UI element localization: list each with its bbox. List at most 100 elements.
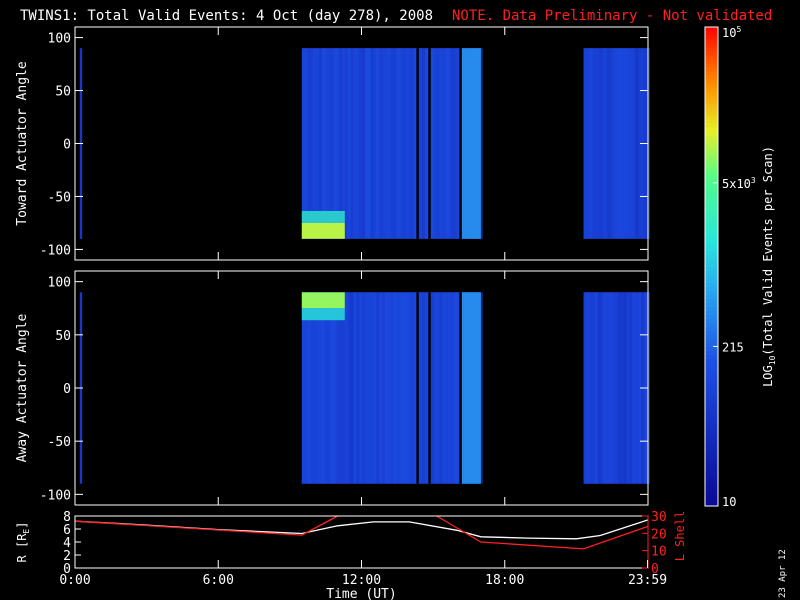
heatmap-cell: [629, 48, 633, 239]
colorbar-cell: [705, 158, 718, 164]
colorbar-cell: [705, 218, 718, 224]
colorbar-label-rest: (Total Valid Events per Scan): [761, 146, 775, 356]
colorbar-cell: [705, 38, 718, 44]
colorbar-cell: [705, 406, 718, 411]
colorbar-cell: [705, 282, 718, 288]
heatmap-cell: [382, 292, 386, 484]
heatmap-cell: [447, 292, 452, 484]
colorbar-cell: [705, 254, 718, 260]
colorbar-cell: [705, 370, 718, 375]
heatmap-cell: [373, 292, 377, 484]
colorbar-cell: [705, 198, 718, 204]
y-tick-label: -100: [40, 243, 71, 258]
y-axis-label-text: R [RE]: [15, 522, 31, 563]
heatmap-cell: [324, 48, 329, 239]
colorbar-cell: [705, 106, 718, 112]
orbit-series-line: [74, 515, 649, 550]
colorbar-cell: [705, 262, 718, 268]
heatmap-cell: [301, 48, 306, 239]
heatmap-gap: [416, 48, 419, 239]
heatmap-cell: [321, 48, 326, 239]
heatmap-cell: [442, 48, 446, 239]
heatmap-cell: [330, 292, 334, 484]
colorbar-cell: [705, 326, 718, 331]
heatmap-cell: [344, 292, 349, 484]
heatmap-cell: [422, 48, 426, 239]
colorbar-cell: [705, 442, 718, 447]
heatmap-cell: [344, 48, 349, 239]
heatmap-cell: [632, 292, 636, 484]
heatmap-cell: [333, 48, 337, 239]
heatmap-cell: [615, 292, 619, 484]
heatmap-cell: [626, 48, 630, 239]
heatmap-cell: [347, 292, 352, 484]
y-axis-label-subscript: E: [22, 529, 31, 534]
heatmap-cell: [379, 48, 383, 239]
colorbar-cell: [705, 118, 718, 124]
heatmap-cell: [425, 48, 429, 239]
orbit-series-line: [74, 519, 649, 540]
heatmap-cell: [327, 292, 331, 484]
heatmap-cell: [402, 292, 406, 484]
heatmap-cell: [384, 48, 389, 239]
colorbar-cell: [705, 494, 718, 499]
colorbar-cell: [705, 110, 718, 116]
colorbar-cell: [705, 306, 718, 312]
heatmap-cell: [413, 292, 417, 484]
heatmap-cell: [396, 292, 400, 484]
colorbar-cell: [705, 458, 718, 463]
colorbar-cell: [705, 302, 718, 308]
heatmap-cell: [606, 48, 610, 239]
heatmap-bright-band: [461, 48, 481, 239]
colorbar-tick-label: 10: [722, 495, 736, 509]
heatmap-cell: [635, 48, 639, 239]
colorbar-cell: [705, 354, 718, 359]
heatmap-cell: [390, 292, 394, 484]
heatmap-cell: [404, 292, 409, 484]
heatmap-cell: [433, 292, 437, 484]
colorbar-cell: [705, 50, 718, 56]
colorbar-cell: [705, 226, 718, 232]
heatmap-gap: [428, 292, 431, 484]
heatmap-cell: [586, 48, 590, 239]
heatmap-cell: [442, 292, 446, 484]
colorbar-cell: [705, 178, 718, 184]
heatmap-cell: [603, 48, 607, 239]
heatmap-cell: [341, 48, 346, 239]
colorbar-cell: [705, 150, 718, 156]
heatmap-cell: [316, 292, 320, 484]
colorbar-cell: [705, 466, 718, 471]
y-tick-label: 100: [48, 276, 71, 291]
heatmap-cell: [301, 292, 306, 484]
colorbar-cell: [705, 430, 718, 435]
heatmap-cell: [333, 292, 337, 484]
y-tick-label: 2: [63, 549, 71, 564]
colorbar-cell: [705, 478, 718, 483]
colorbar-cell: [705, 266, 718, 272]
colorbar-cell: [705, 214, 718, 220]
colorbar-cell: [705, 186, 718, 192]
colorbar-cell: [705, 474, 718, 479]
heatmap-cell: [313, 292, 317, 484]
colorbar-cell: [705, 322, 718, 327]
heatmap-bright-band: [461, 292, 481, 484]
colorbar-cell: [705, 342, 718, 347]
colorbar-cell: [705, 278, 718, 284]
colorbar-cell: [705, 350, 718, 355]
colorbar-tick-label: 215: [722, 340, 744, 354]
colorbar-cell: [705, 46, 718, 52]
heatmap-cell: [307, 48, 311, 239]
heatmap-cell: [453, 292, 458, 484]
heatmap-cell: [445, 292, 449, 484]
heatmap-cell: [376, 48, 380, 239]
colorbar-cell: [705, 142, 718, 148]
y-tick-label: 50: [55, 329, 71, 344]
y-tick-label: -50: [48, 190, 71, 205]
colorbar-cell: [705, 338, 718, 343]
heatmap-cell: [439, 292, 443, 484]
heatmap-cell: [384, 292, 389, 484]
colorbar-cell: [705, 78, 718, 84]
heatmap-cell: [600, 292, 605, 484]
heatmap-cell: [379, 292, 383, 484]
colorbar-cell: [705, 298, 718, 304]
